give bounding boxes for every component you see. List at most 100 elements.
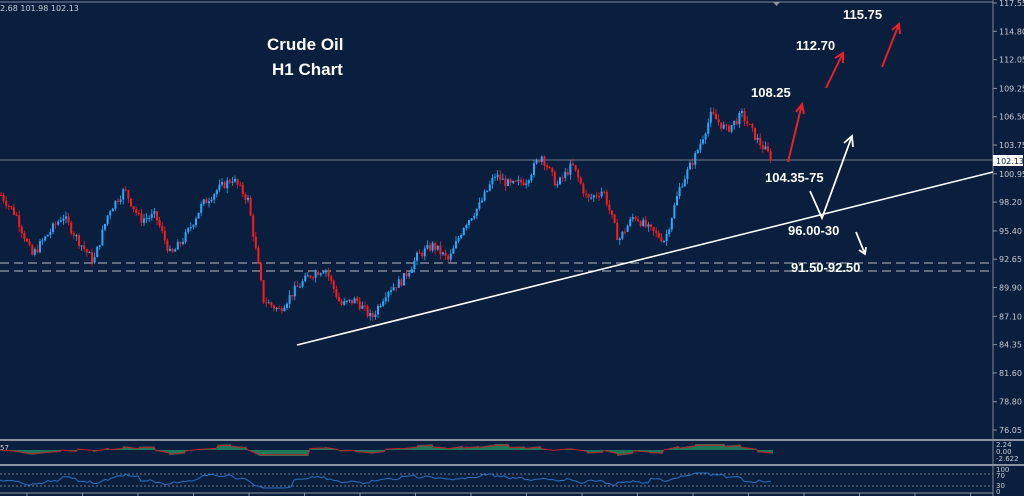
candle-body bbox=[325, 270, 327, 273]
candle-body bbox=[392, 287, 395, 291]
candle-body bbox=[468, 220, 470, 226]
candle-body bbox=[748, 123, 751, 125]
candle-body bbox=[639, 221, 642, 226]
candle-body bbox=[275, 307, 278, 309]
candle-body bbox=[182, 241, 184, 244]
candle-body bbox=[613, 214, 616, 223]
candle-body bbox=[49, 231, 52, 235]
candle-body bbox=[535, 160, 538, 164]
candle-body bbox=[374, 314, 377, 317]
candle-body bbox=[678, 187, 681, 197]
candle-body bbox=[431, 243, 434, 251]
candle-body bbox=[278, 307, 281, 309]
candle-body bbox=[299, 286, 301, 288]
candle-body bbox=[410, 269, 413, 274]
candle-body bbox=[57, 221, 60, 225]
candle-body bbox=[114, 200, 117, 209]
candle-body bbox=[556, 184, 559, 186]
candle-body bbox=[634, 217, 637, 220]
candle-body bbox=[436, 245, 439, 250]
candle-body bbox=[78, 235, 80, 246]
candle-body bbox=[184, 232, 187, 242]
candle-body bbox=[465, 225, 468, 229]
macd-panel bbox=[0, 444, 773, 456]
candle-body bbox=[574, 165, 577, 171]
candle-body bbox=[156, 211, 158, 221]
candle-body bbox=[215, 190, 218, 195]
candle-body bbox=[67, 216, 70, 223]
price-tick-label: 92.65 bbox=[999, 255, 1022, 264]
candle-body bbox=[189, 227, 192, 229]
candle-body bbox=[460, 235, 463, 239]
candle-body bbox=[122, 189, 125, 200]
candle-body bbox=[208, 201, 210, 204]
candle-body bbox=[696, 149, 699, 153]
candle-body bbox=[400, 279, 403, 286]
candle-body bbox=[577, 170, 580, 178]
candle-body bbox=[75, 235, 78, 237]
rsi-tick: 70 bbox=[996, 472, 1005, 480]
macd-label: 57 bbox=[0, 444, 9, 452]
candle-body bbox=[15, 214, 18, 216]
candle-body bbox=[681, 186, 684, 188]
candle-body bbox=[132, 206, 135, 210]
candle-body bbox=[249, 197, 252, 216]
candle-body bbox=[353, 298, 356, 304]
candle-body bbox=[442, 252, 444, 255]
price-tick-label: 109.25 bbox=[999, 84, 1024, 93]
candle-body bbox=[223, 182, 226, 189]
candle-body bbox=[579, 177, 582, 184]
support-label-1: 104.35-75 bbox=[765, 170, 824, 185]
candle-body bbox=[759, 137, 762, 146]
candle-body bbox=[111, 208, 114, 212]
candle-body bbox=[13, 207, 15, 215]
candle-body bbox=[18, 215, 21, 227]
candle-body bbox=[478, 202, 481, 209]
candle-body bbox=[735, 120, 738, 125]
price-tick-label: 103.75 bbox=[999, 141, 1024, 150]
candle-body bbox=[457, 238, 460, 242]
candle-body bbox=[426, 244, 429, 249]
candle-body bbox=[135, 209, 138, 213]
candle-body bbox=[756, 137, 759, 140]
candle-body bbox=[169, 248, 171, 251]
candle-body bbox=[0, 194, 2, 196]
candle-body bbox=[728, 125, 730, 132]
candle-body bbox=[252, 215, 255, 237]
candle-body bbox=[585, 193, 587, 195]
candle-body bbox=[140, 213, 143, 223]
candle-body bbox=[611, 210, 613, 215]
candle-body bbox=[267, 302, 270, 304]
candle-body bbox=[7, 205, 10, 207]
candle-body bbox=[408, 273, 411, 277]
candle-body bbox=[10, 206, 13, 208]
candle-body bbox=[314, 272, 317, 278]
candle-body bbox=[296, 285, 299, 287]
candle-body bbox=[522, 182, 525, 186]
candle-body bbox=[767, 146, 769, 152]
candle-body bbox=[527, 180, 530, 184]
price-tick-label: 100.95 bbox=[999, 170, 1024, 179]
candle-body bbox=[283, 307, 286, 312]
candle-body bbox=[226, 180, 229, 189]
ohlc-readout: 2.68 101.98 102.13 bbox=[0, 4, 79, 13]
price-tick-label: 106.50 bbox=[999, 113, 1024, 122]
candle-body bbox=[566, 172, 569, 175]
candle-body bbox=[616, 222, 619, 241]
candle-body bbox=[629, 219, 632, 226]
candle-body bbox=[197, 212, 200, 219]
candle-body bbox=[31, 245, 34, 255]
candle-body bbox=[291, 295, 294, 297]
shift-marker-icon[interactable] bbox=[773, 2, 780, 6]
candle-body bbox=[663, 240, 665, 242]
candle-body bbox=[569, 163, 572, 175]
price-tick-label: 117.55 bbox=[999, 0, 1024, 8]
candle-body bbox=[655, 231, 658, 233]
candle-body bbox=[512, 180, 515, 183]
candle-body bbox=[626, 225, 629, 232]
candle-body bbox=[439, 245, 442, 255]
trendline[interactable] bbox=[296, 171, 994, 346]
candle-body bbox=[28, 241, 31, 246]
candle-body bbox=[348, 299, 351, 301]
